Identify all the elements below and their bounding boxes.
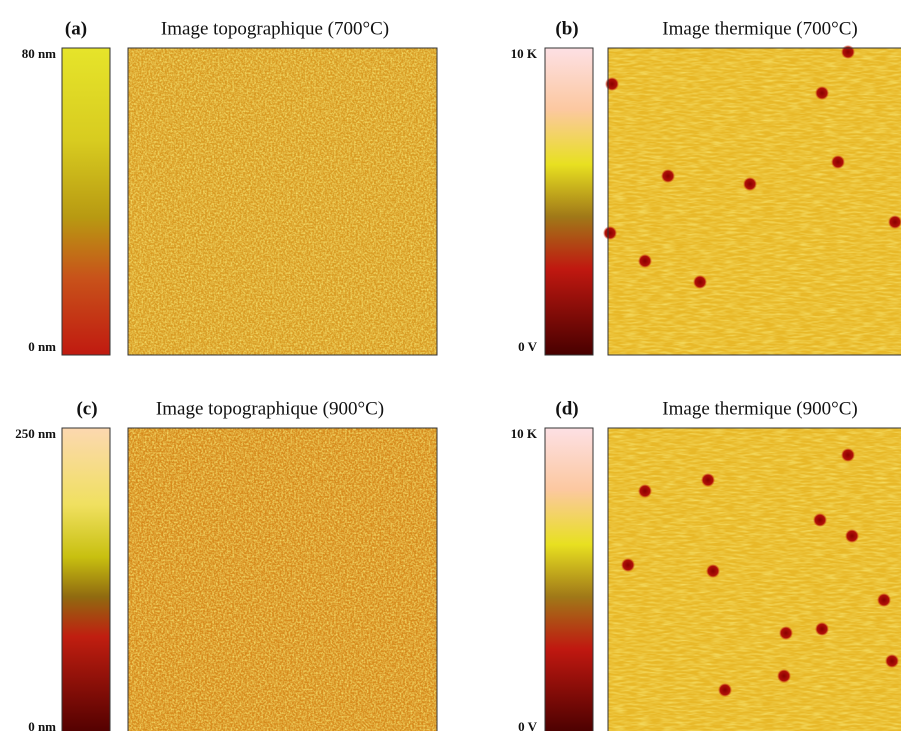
hot-spot [603, 226, 617, 240]
panel-label: (a) [65, 18, 87, 39]
image-frame [607, 47, 901, 356]
hot-spot [693, 275, 707, 289]
colorbar [544, 47, 594, 356]
image-texture [608, 428, 901, 731]
hot-spot [888, 215, 901, 229]
hot-spot [605, 77, 619, 91]
hot-spot [661, 169, 675, 183]
image-texture [608, 48, 901, 355]
colorbar [61, 47, 111, 356]
hot-spot [779, 626, 793, 640]
image-texture [128, 48, 437, 355]
panel-title: Image thermique (700°C) [662, 18, 857, 39]
hot-spot [877, 593, 891, 607]
scale-max: 10 K [511, 46, 538, 61]
hot-spot [813, 513, 827, 527]
hot-spot [815, 622, 829, 636]
image-frame [127, 47, 438, 356]
hot-spot [706, 564, 720, 578]
hot-spot [718, 683, 732, 697]
panel-label: (c) [76, 398, 97, 419]
hot-spot [815, 86, 829, 100]
scale-min: 0 V [518, 339, 538, 354]
colorbar [544, 427, 594, 731]
image-texture [128, 428, 437, 731]
panel-title: Image thermique (900°C) [662, 398, 857, 419]
scale-max: 10 K [511, 426, 538, 441]
hot-spot [841, 448, 855, 462]
image-frame [127, 427, 438, 731]
scale-min: 0 V [518, 719, 538, 731]
colorbar [61, 427, 111, 731]
hot-spot [743, 177, 757, 191]
hot-spot [841, 45, 855, 59]
panel-title: Image topographique (700°C) [161, 18, 389, 39]
hot-spot [845, 529, 859, 543]
scale-min: 0 nm [28, 719, 56, 731]
panel-label: (d) [555, 398, 578, 419]
scale-min: 0 nm [28, 339, 56, 354]
scale-max: 250 nm [15, 426, 56, 441]
hot-spot [777, 669, 791, 683]
hot-spot [621, 558, 635, 572]
hot-spot [701, 473, 715, 487]
panel-title: Image topographique (900°C) [156, 398, 384, 419]
hot-spot [638, 484, 652, 498]
hot-spot [831, 155, 845, 169]
hot-spot [885, 654, 899, 668]
panel-label: (b) [555, 18, 578, 39]
scale-max: 80 nm [22, 46, 56, 61]
hot-spot [638, 254, 652, 268]
image-frame [607, 427, 901, 731]
